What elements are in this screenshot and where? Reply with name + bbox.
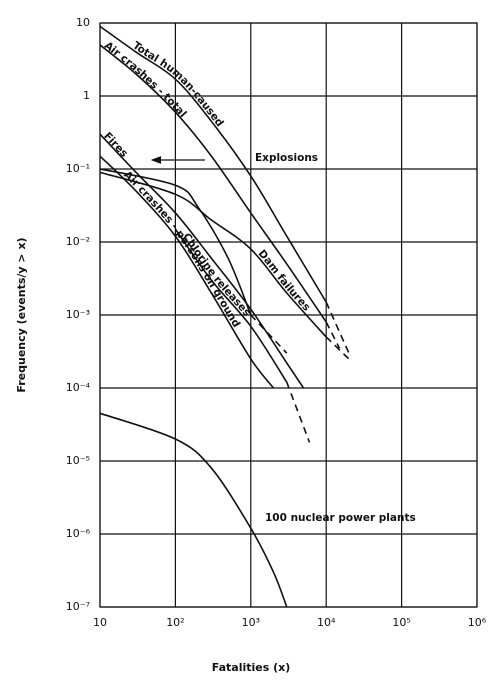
x-axis-label: Fatalities (x) — [212, 661, 291, 674]
y-tick-label: 1 — [83, 89, 90, 102]
x-tick-label: 10² — [166, 616, 184, 629]
series-label: Explosions — [255, 152, 318, 164]
y-axis-label: Frequency (events/y > x) — [15, 237, 28, 392]
x-tick-label: 10⁵ — [392, 616, 410, 629]
y-tick-label: 10⁻² — [66, 235, 90, 248]
series-line-dashed — [250, 314, 288, 354]
series-line — [99, 171, 327, 338]
series-line — [99, 168, 252, 316]
series-label: Chlorine releases — [180, 231, 253, 319]
series-label-wrap: Fires — [101, 130, 130, 160]
y-tick-label: 10⁻⁶ — [66, 527, 91, 540]
x-tick-label: 10³ — [242, 616, 260, 629]
series-label-wrap: Dam failures — [256, 248, 313, 314]
y-tick-label: 10 — [76, 16, 90, 29]
series-line-dashed — [286, 381, 311, 443]
series-line — [99, 412, 288, 608]
x-tick-label: 10⁴ — [317, 616, 336, 629]
y-tick-label: 10⁻³ — [66, 308, 90, 321]
series-line-dashed — [325, 321, 341, 349]
x-tick-label: 10 — [93, 616, 107, 629]
series-line-dashed — [325, 336, 350, 360]
y-tick-label: 10⁻⁴ — [66, 381, 91, 394]
y-tick-label: 10⁻¹ — [66, 162, 90, 175]
series-label: 100 nuclear power plants — [265, 512, 416, 524]
series-label: Dam failures — [256, 248, 313, 314]
y-tick-label: 10⁻⁵ — [66, 454, 90, 467]
y-tick-label: 10⁻⁷ — [66, 600, 90, 613]
series-line — [99, 155, 275, 389]
series-line — [174, 228, 288, 383]
series-label-wrap: Chlorine releases — [180, 231, 253, 319]
series-line-dashed — [325, 301, 350, 354]
series-line — [99, 133, 305, 389]
series-line — [99, 44, 327, 323]
x-tick-label: 10⁶ — [468, 616, 487, 629]
series-line — [99, 25, 327, 303]
series-label: Fires — [101, 130, 130, 160]
